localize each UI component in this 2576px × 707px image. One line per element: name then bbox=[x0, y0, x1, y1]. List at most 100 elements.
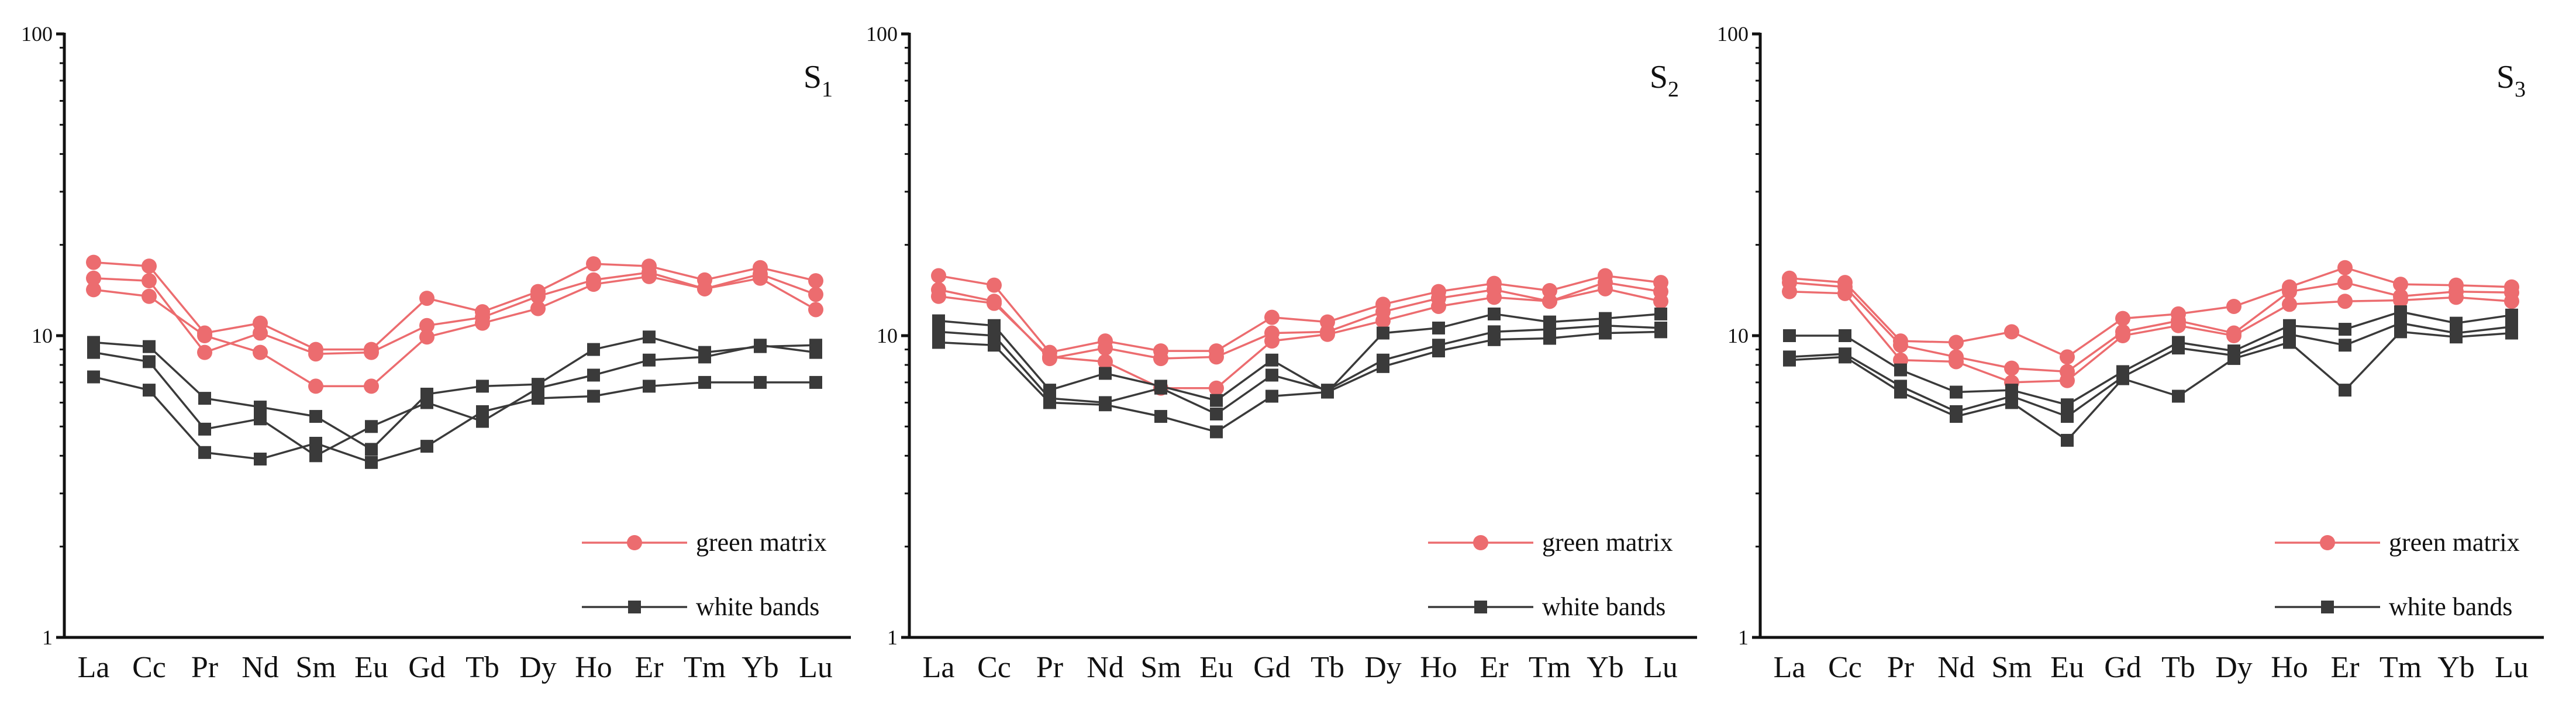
data-point bbox=[2504, 294, 2519, 309]
series-white-bands-6 bbox=[87, 370, 822, 469]
x-tick-label: Dy bbox=[2215, 651, 2253, 684]
data-point bbox=[308, 346, 323, 362]
series-line bbox=[1789, 322, 2512, 418]
x-tick-label: Cc bbox=[977, 651, 1011, 684]
data-point bbox=[987, 277, 1002, 293]
x-tick-label: Ho bbox=[575, 651, 612, 684]
data-point bbox=[420, 440, 433, 453]
legend-marker bbox=[2321, 601, 2334, 613]
series-white-bands-6 bbox=[932, 325, 1667, 439]
data-point bbox=[142, 288, 157, 304]
series-line bbox=[93, 261, 816, 351]
data-point bbox=[419, 329, 434, 345]
data-point bbox=[1209, 349, 1224, 365]
data-point bbox=[143, 340, 156, 353]
data-point bbox=[1783, 329, 1796, 342]
x-tick-label: Gd bbox=[408, 651, 446, 684]
data-point bbox=[1783, 353, 1796, 367]
x-tick-label: Cc bbox=[132, 651, 166, 684]
data-point bbox=[586, 277, 601, 292]
data-point bbox=[2337, 294, 2353, 309]
data-point bbox=[698, 350, 711, 364]
data-point bbox=[1098, 340, 1113, 356]
x-tick-label: Yb bbox=[1587, 651, 1624, 684]
data-point bbox=[2060, 373, 2075, 388]
data-point bbox=[1264, 333, 1280, 349]
x-tick-label: Ho bbox=[2271, 651, 2308, 684]
data-point bbox=[2226, 328, 2242, 343]
y-tick-label: 1 bbox=[1738, 626, 1749, 649]
data-point bbox=[1894, 363, 1907, 377]
legend-marker bbox=[628, 601, 641, 613]
data-point bbox=[309, 410, 322, 423]
data-point bbox=[808, 287, 823, 302]
data-point bbox=[2005, 396, 2018, 409]
series-line bbox=[938, 330, 1661, 433]
legend-label: white bands bbox=[2389, 592, 2512, 621]
series-green-matrix-3 bbox=[1782, 284, 2519, 390]
data-point bbox=[419, 318, 434, 333]
data-point bbox=[2115, 311, 2130, 326]
data-point bbox=[476, 405, 489, 418]
data-point bbox=[2339, 323, 2351, 336]
series-line bbox=[938, 313, 1661, 402]
data-point bbox=[1320, 326, 1335, 342]
data-point bbox=[1210, 394, 1223, 407]
data-point bbox=[1488, 307, 1501, 320]
series-white-bands-5 bbox=[87, 339, 822, 463]
data-point bbox=[1210, 425, 1223, 439]
data-point bbox=[2394, 305, 2407, 319]
data-point bbox=[1321, 385, 1334, 399]
data-point bbox=[931, 268, 946, 284]
data-point bbox=[1839, 329, 1851, 342]
data-point bbox=[1950, 385, 1963, 399]
series-line bbox=[1789, 330, 2512, 442]
data-point bbox=[254, 412, 267, 426]
chart-panel-2: 1 10 100 La Cc Pr Nd Sm Eu Gd Tb Dy Ho Er Tm Yb Lu S 2 gree… bbox=[866, 22, 1697, 684]
data-point bbox=[1893, 337, 1908, 353]
data-point bbox=[1542, 294, 1557, 309]
data-point bbox=[932, 325, 945, 339]
data-point bbox=[2226, 298, 2242, 314]
data-point bbox=[2337, 260, 2353, 275]
panel-label: S bbox=[1650, 59, 1668, 95]
data-point bbox=[1488, 333, 1501, 346]
data-point bbox=[475, 315, 490, 331]
data-point bbox=[87, 346, 100, 359]
data-point bbox=[2115, 328, 2130, 343]
x-tick-label: La bbox=[923, 651, 955, 684]
y-tick-label: 100 bbox=[1717, 22, 1749, 46]
data-point bbox=[419, 291, 434, 306]
x-tick-label: Pr bbox=[1887, 651, 1914, 684]
data-point bbox=[2393, 292, 2408, 308]
data-point bbox=[2061, 433, 2074, 447]
data-point bbox=[476, 380, 489, 393]
x-tick-label: Dy bbox=[519, 651, 557, 684]
data-point bbox=[643, 353, 656, 367]
data-point bbox=[2283, 336, 2296, 349]
data-point bbox=[2172, 389, 2185, 403]
data-point bbox=[932, 314, 945, 327]
data-point bbox=[1264, 309, 1280, 325]
data-point bbox=[2450, 316, 2463, 330]
data-point bbox=[1265, 389, 1278, 403]
x-tick-label: Eu bbox=[354, 651, 388, 684]
data-point bbox=[1653, 294, 1668, 309]
data-point bbox=[1894, 385, 1907, 399]
panel-label-subscript: 2 bbox=[1668, 77, 1679, 102]
data-point bbox=[587, 368, 600, 382]
data-point bbox=[198, 392, 211, 405]
data-point bbox=[1099, 398, 1112, 412]
data-point bbox=[931, 288, 946, 304]
x-tick-label: Eu bbox=[2050, 651, 2084, 684]
x-tick-label: Sm bbox=[295, 651, 336, 684]
data-point bbox=[2282, 284, 2297, 299]
data-point bbox=[1153, 351, 1168, 367]
x-tick-label: Sm bbox=[1140, 651, 1181, 684]
data-point bbox=[364, 344, 379, 360]
series-green-matrix-2 bbox=[86, 264, 823, 362]
panel-label: S bbox=[804, 59, 822, 95]
data-point bbox=[2394, 325, 2407, 339]
data-point bbox=[1487, 289, 1502, 305]
data-point bbox=[2337, 275, 2353, 291]
